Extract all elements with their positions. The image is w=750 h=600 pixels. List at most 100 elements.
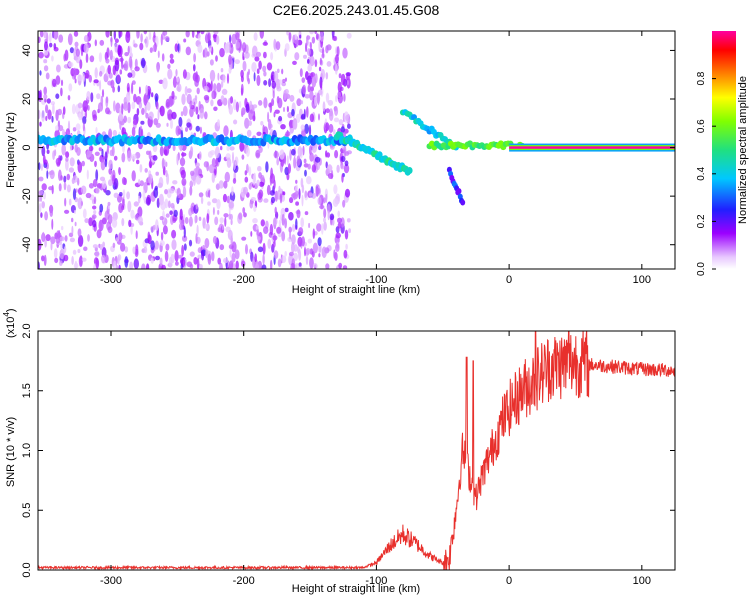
noise-point [74, 41, 79, 47]
noise-point [211, 251, 215, 262]
noise-point [325, 108, 330, 114]
noise-point [153, 187, 159, 199]
noise-point [204, 224, 209, 229]
noise-point [212, 33, 217, 39]
noise-point [159, 240, 165, 247]
noise-point [311, 146, 317, 153]
noise-point [180, 111, 184, 117]
noise-point [299, 34, 302, 39]
noise-point [284, 43, 290, 52]
noise-point [194, 215, 197, 224]
noise-point [66, 173, 71, 181]
noise-point [325, 72, 329, 80]
noise-point [180, 263, 183, 269]
noise-point [85, 69, 90, 79]
noise-point [131, 101, 136, 110]
noise-point [131, 82, 134, 95]
noise-point [322, 101, 326, 112]
noise-point [262, 65, 267, 73]
noise-point [69, 157, 75, 167]
noise-point [289, 94, 295, 102]
noise-point [195, 71, 199, 83]
noise-point [169, 188, 175, 194]
noise-point [208, 164, 215, 174]
svg-text:(x104): (x104) [2, 308, 17, 338]
noise-point [305, 248, 311, 255]
noise-point [294, 52, 300, 61]
noise-point [55, 93, 60, 99]
noise-point [133, 93, 137, 103]
noise-point [192, 174, 196, 186]
colorbar-tick-label: 0.0 [696, 262, 707, 276]
noise-point [258, 172, 262, 179]
noise-point [121, 176, 127, 185]
noise-point [291, 242, 295, 254]
noise-point [96, 93, 101, 100]
noise-point [110, 35, 113, 48]
noise-point [160, 201, 166, 211]
noise-point [58, 183, 62, 192]
noise-point [87, 234, 90, 242]
noise-point [121, 59, 124, 70]
noise-point [49, 42, 53, 48]
noise-point [266, 184, 271, 196]
spectrogram-y-ticks: -40 -20 0 20 40 [21, 44, 675, 253]
noise-point [133, 43, 138, 48]
noise-point [289, 197, 294, 204]
noise-point [314, 73, 318, 84]
noise-point [60, 79, 64, 87]
noise-point [253, 205, 257, 212]
noise-point [197, 44, 203, 53]
noise-point [343, 93, 346, 102]
noise-point [245, 146, 250, 157]
noise-point [121, 103, 124, 115]
noise-point [120, 242, 126, 252]
noise-point [335, 243, 340, 252]
noise-point [244, 176, 249, 183]
noise-point [152, 44, 156, 53]
noise-point [273, 38, 277, 50]
noise-point [243, 212, 247, 218]
noise-point [47, 109, 52, 120]
noise-point [314, 156, 321, 163]
noise-point [272, 240, 276, 248]
noise-point [99, 39, 105, 46]
noise-point [121, 218, 125, 227]
noise-point [93, 79, 99, 84]
noise-point [213, 83, 217, 92]
noise-point [291, 223, 296, 232]
colorbar: 0.0 0.2 0.4 0.6 0.8 Normalized spectral ampl… [696, 31, 749, 276]
noise-point [298, 227, 304, 236]
noise-point [174, 250, 179, 262]
noise-point [295, 113, 301, 124]
noise-point [307, 48, 311, 56]
noise-point [143, 246, 148, 254]
noise-point [194, 162, 200, 168]
noise-point [229, 191, 236, 202]
noise-point [64, 209, 70, 214]
noise-point [122, 103, 128, 109]
noise-point [124, 246, 129, 253]
noise-point [82, 72, 85, 83]
noise-point [318, 66, 322, 72]
noise-point [204, 111, 208, 120]
noise-point [228, 201, 234, 209]
noise-point [45, 115, 48, 122]
noise-point [117, 255, 120, 265]
noise-point [77, 74, 83, 82]
noise-point [95, 258, 100, 269]
noise-point [311, 36, 316, 44]
noise-point [119, 57, 124, 62]
noise-point [189, 107, 194, 118]
noise-point [138, 179, 141, 185]
noise-point [278, 219, 282, 227]
noise-point [284, 166, 289, 176]
colorbar-tick-label: 0.2 [696, 214, 707, 228]
noise-point [161, 157, 165, 170]
noise-point [305, 255, 309, 265]
noise-point [43, 159, 48, 165]
noise-point [164, 250, 169, 262]
noise-point [155, 255, 160, 261]
noise-point [268, 123, 273, 129]
noise-point [63, 246, 67, 254]
